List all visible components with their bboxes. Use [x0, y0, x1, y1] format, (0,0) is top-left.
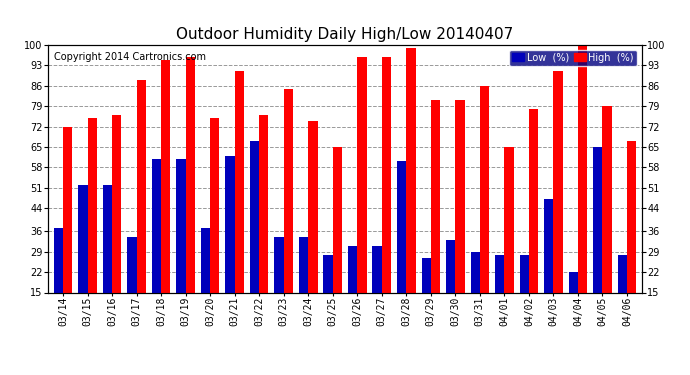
Bar — [78, 185, 88, 292]
Bar — [324, 255, 333, 292]
Bar — [544, 200, 553, 292]
Bar — [299, 237, 308, 292]
Bar — [504, 147, 513, 292]
Legend: Low  (%), High  (%): Low (%), High (%) — [509, 50, 637, 66]
Bar — [578, 45, 587, 292]
Bar — [137, 80, 146, 292]
Bar — [226, 156, 235, 292]
Bar — [186, 57, 195, 292]
Bar — [152, 159, 161, 292]
Bar — [357, 57, 366, 292]
Bar — [471, 252, 480, 292]
Bar — [161, 60, 170, 292]
Bar — [529, 109, 538, 292]
Bar — [455, 100, 464, 292]
Bar — [373, 246, 382, 292]
Bar — [275, 237, 284, 292]
Bar — [235, 71, 244, 292]
Bar — [618, 255, 627, 292]
Bar — [446, 240, 455, 292]
Bar — [480, 86, 489, 292]
Title: Outdoor Humidity Daily High/Low 20140407: Outdoor Humidity Daily High/Low 20140407 — [177, 27, 513, 42]
Bar — [201, 228, 210, 292]
Bar — [406, 48, 415, 292]
Bar — [382, 57, 391, 292]
Bar — [250, 141, 259, 292]
Bar — [177, 159, 186, 292]
Bar — [127, 237, 137, 292]
Bar — [593, 147, 602, 292]
Text: Copyright 2014 Cartronics.com: Copyright 2014 Cartronics.com — [55, 53, 206, 62]
Bar — [553, 71, 563, 292]
Bar — [422, 258, 431, 292]
Bar — [112, 115, 121, 292]
Bar — [431, 100, 440, 292]
Bar — [54, 228, 63, 292]
Bar — [569, 272, 578, 292]
Bar — [627, 141, 636, 292]
Bar — [284, 88, 293, 292]
Bar — [210, 118, 219, 292]
Bar — [520, 255, 529, 292]
Bar — [602, 106, 612, 292]
Bar — [259, 115, 268, 292]
Bar — [63, 126, 72, 292]
Bar — [333, 147, 342, 292]
Bar — [88, 118, 97, 292]
Bar — [348, 246, 357, 292]
Bar — [495, 255, 504, 292]
Bar — [308, 121, 317, 292]
Bar — [397, 162, 406, 292]
Bar — [103, 185, 112, 292]
